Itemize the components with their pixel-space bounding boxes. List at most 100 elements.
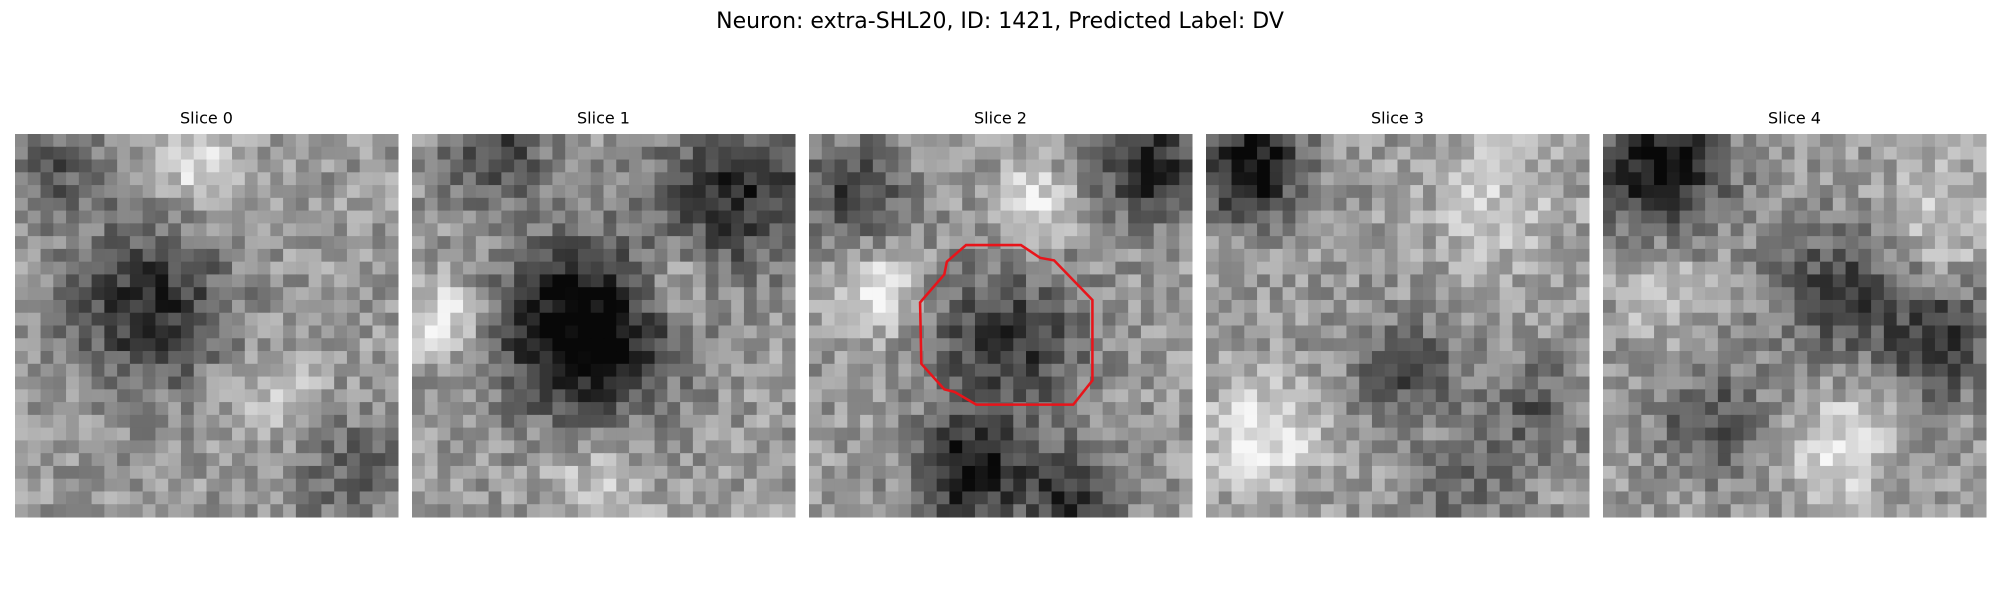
pixel [129, 478, 144, 492]
pixel [860, 274, 874, 288]
pixel [1397, 491, 1411, 505]
pixel [1371, 478, 1386, 492]
pixel [590, 363, 605, 378]
pixel [1960, 351, 1974, 365]
pixel [15, 465, 29, 480]
pixel [283, 146, 297, 161]
pixel [308, 274, 322, 288]
pixel [860, 465, 874, 480]
pixel [1359, 146, 1373, 161]
pixel [1000, 197, 1014, 212]
pixel [1858, 338, 1872, 352]
pixel [1153, 338, 1167, 352]
pixel [1512, 236, 1526, 250]
pixel [1654, 363, 1668, 378]
pixel [1282, 287, 1296, 301]
pixel [1295, 427, 1309, 441]
pixel [1295, 197, 1309, 212]
pixel [1115, 338, 1129, 352]
pixel [155, 504, 169, 518]
pixel [577, 351, 592, 365]
pixel [1359, 427, 1373, 441]
pixel [872, 440, 887, 454]
pixel [219, 210, 233, 224]
pixel [1115, 389, 1129, 403]
pixel [1615, 185, 1630, 199]
pixel [629, 478, 643, 492]
pixel [270, 402, 284, 416]
pixel [1179, 440, 1193, 454]
pixel [308, 172, 322, 186]
pixel [680, 325, 694, 339]
pixel [590, 210, 605, 224]
pixel [705, 185, 719, 199]
pixel [1359, 440, 1373, 454]
pixel [1615, 236, 1630, 250]
pixel [232, 299, 246, 314]
pixel [552, 210, 566, 224]
pixel [834, 465, 848, 480]
pixel [1064, 376, 1078, 390]
pixel [1371, 440, 1386, 454]
pixel [885, 325, 899, 339]
pixel [1359, 248, 1373, 263]
pixel [1410, 376, 1424, 390]
pixel [1448, 223, 1462, 237]
pixel [142, 312, 156, 327]
pixel [974, 363, 989, 378]
pixel [1410, 465, 1424, 480]
pixel [142, 223, 156, 237]
pixel [962, 134, 976, 148]
pixel [283, 210, 297, 224]
pixel [641, 223, 656, 237]
pixel [1730, 197, 1744, 212]
pixel [155, 338, 169, 352]
pixel [552, 504, 566, 518]
pixel [1320, 159, 1335, 173]
pixel [193, 236, 208, 250]
pixel [232, 146, 246, 161]
pixel [180, 210, 195, 224]
pixel [244, 159, 259, 173]
pixel [232, 248, 246, 263]
pixel [1064, 159, 1078, 173]
pixel [1768, 185, 1783, 199]
pixel [1781, 223, 1796, 237]
pixel [654, 248, 668, 263]
pixel [1563, 325, 1577, 339]
pixel [437, 172, 451, 186]
pixel [1038, 299, 1053, 314]
pixel [1474, 223, 1488, 237]
pixel [385, 389, 399, 403]
pixel [1896, 159, 1910, 173]
pixel [475, 325, 490, 339]
pixel [1781, 453, 1796, 467]
pixel [731, 504, 745, 518]
pixel [1537, 427, 1552, 441]
pixel [1896, 210, 1910, 224]
pixel [1013, 223, 1027, 237]
pixel [385, 185, 399, 199]
pixel [1692, 299, 1706, 314]
pixel [1231, 159, 1245, 173]
pixel [437, 261, 451, 275]
pixel [552, 287, 566, 301]
pixel [885, 185, 899, 199]
pixel [552, 491, 566, 505]
pixel [385, 491, 399, 505]
pixel [295, 376, 310, 390]
pixel [1153, 223, 1167, 237]
pixel [1244, 172, 1258, 186]
pixel [731, 453, 745, 467]
pixel [1486, 210, 1501, 224]
pixel [501, 389, 515, 403]
pixel [1794, 248, 1808, 263]
pixel [769, 185, 783, 199]
pixel [424, 363, 439, 378]
pixel [731, 159, 745, 173]
pixel [1756, 287, 1770, 301]
pixel [539, 402, 553, 416]
pixel [974, 338, 989, 352]
pixel [1832, 453, 1847, 467]
pixel [1909, 197, 1923, 212]
